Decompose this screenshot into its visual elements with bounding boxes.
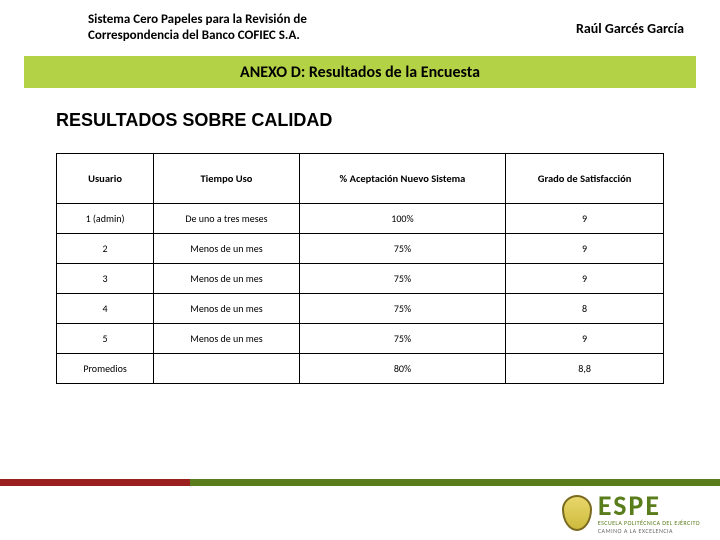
annex-title: ANEXO D: Resultados de la Encuesta	[240, 63, 480, 82]
cell-usuario: Promedios	[57, 354, 154, 384]
brand-subtitle: ESCUELA POLITÉCNICA DEL EJÉRCITO	[598, 520, 700, 526]
cell-usuario: 3	[57, 264, 154, 294]
table-row: 2 Menos de un mes 75% 9	[57, 234, 664, 264]
section-title: RESULTADOS SOBRE CALIDAD	[56, 110, 720, 131]
cell-pct: 75%	[299, 234, 505, 264]
cell-pct: 80%	[299, 354, 505, 384]
brand-name: ESPE	[598, 492, 700, 520]
cell-tiempo: Menos de un mes	[154, 234, 300, 264]
cell-pct: 100%	[299, 204, 505, 234]
results-table: Usuario Tiempo Uso % Aceptación Nuevo Si…	[56, 153, 664, 384]
cell-usuario: 1 (admin)	[57, 204, 154, 234]
cell-grado: 8,8	[506, 354, 664, 384]
cell-grado: 8	[506, 294, 664, 324]
table-row: 5 Menos de un mes 75% 9	[57, 324, 664, 354]
cell-tiempo: De uno a tres meses	[154, 204, 300, 234]
document-header: Sistema Cero Papeles para la Revisión de…	[0, 0, 720, 56]
col-header-tiempo: Tiempo Uso	[154, 154, 300, 204]
annex-banner: ANEXO D: Resultados de la Encuesta	[24, 56, 696, 88]
cell-usuario: 2	[57, 234, 154, 264]
document-title: Sistema Cero Papeles para la Revisión de…	[88, 12, 307, 45]
table-row: 3 Menos de un mes 75% 9	[57, 264, 664, 294]
cell-pct: 75%	[299, 324, 505, 354]
results-table-wrap: Usuario Tiempo Uso % Aceptación Nuevo Si…	[56, 153, 664, 384]
shield-icon	[562, 495, 592, 531]
col-header-grado: Grado de Satisfacción	[506, 154, 664, 204]
cell-tiempo: Menos de un mes	[154, 294, 300, 324]
title-line-1: Sistema Cero Papeles para la Revisión de	[88, 12, 307, 28]
footer-logo: ESPE ESCUELA POLITÉCNICA DEL EJÉRCITO CA…	[562, 492, 700, 534]
cell-usuario: 5	[57, 324, 154, 354]
cell-grado: 9	[506, 234, 664, 264]
cell-usuario: 4	[57, 294, 154, 324]
document-author: Raúl Garcés García	[576, 20, 684, 37]
cell-tiempo: Menos de un mes	[154, 324, 300, 354]
cell-pct: 75%	[299, 264, 505, 294]
table-row: 4 Menos de un mes 75% 8	[57, 294, 664, 324]
col-header-usuario: Usuario	[57, 154, 154, 204]
brand-tagline: CAMINO A LA EXCELENCIA	[598, 528, 700, 534]
table-header-row: Usuario Tiempo Uso % Aceptación Nuevo Si…	[57, 154, 664, 204]
cell-pct: 75%	[299, 294, 505, 324]
brand-text: ESPE ESCUELA POLITÉCNICA DEL EJÉRCITO CA…	[598, 492, 700, 534]
cell-grado: 9	[506, 264, 664, 294]
cell-tiempo: Menos de un mes	[154, 264, 300, 294]
table-row: 1 (admin) De uno a tres meses 100% 9	[57, 204, 664, 234]
title-line-2: Correspondencia del Banco COFIEC S.A.	[88, 28, 307, 44]
table-row-averages: Promedios 80% 8,8	[57, 354, 664, 384]
col-header-pct: % Aceptación Nuevo Sistema	[299, 154, 505, 204]
cell-tiempo	[154, 354, 300, 384]
footer-stripe	[0, 479, 720, 486]
cell-grado: 9	[506, 324, 664, 354]
cell-grado: 9	[506, 204, 664, 234]
